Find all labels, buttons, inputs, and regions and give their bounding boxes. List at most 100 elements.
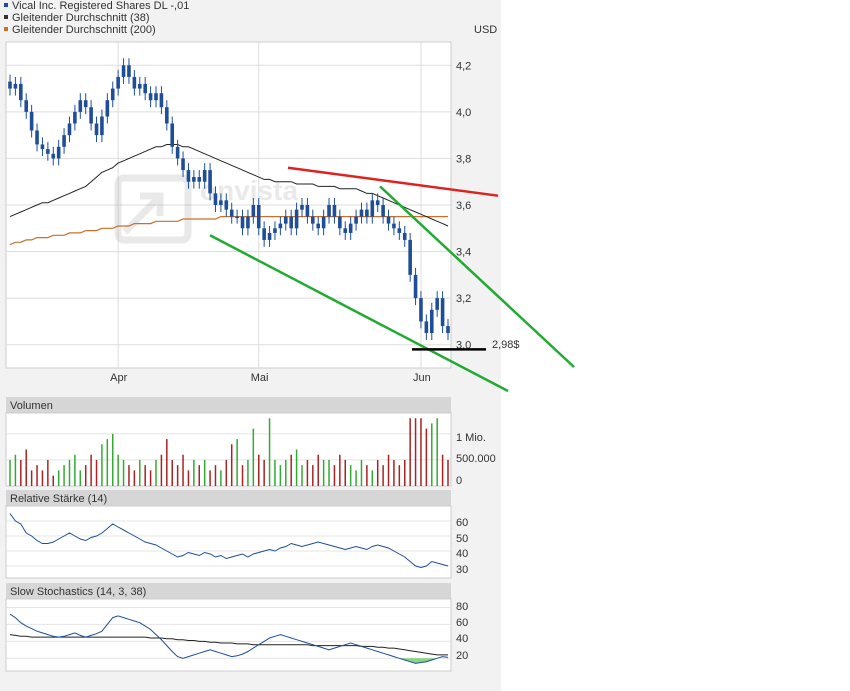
candle-body — [300, 205, 304, 210]
candle-body — [186, 170, 191, 182]
price-tick-label: 4,2 — [456, 60, 471, 72]
rsi-tick-30: 30 — [456, 564, 468, 576]
stoch-tick-20: 20 — [456, 650, 468, 662]
candle-body — [78, 100, 83, 112]
rsi-grid — [6, 520, 451, 567]
candle-body — [208, 170, 212, 194]
stoch-tick-80: 80 — [456, 601, 468, 613]
candle-body — [110, 88, 115, 101]
candle-body — [73, 111, 77, 124]
candle-body — [165, 107, 169, 124]
candle-body — [278, 223, 283, 229]
candle-body — [116, 76, 120, 89]
candle-body — [148, 93, 153, 101]
support-label: 2,98$ — [492, 339, 520, 351]
candle-body — [332, 205, 337, 217]
month-axis: Apr Mai Jun — [110, 372, 431, 384]
legend-label-ma38: Gleitender Durchschnitt (38) — [12, 12, 150, 24]
candle-body — [316, 223, 321, 229]
candle-body — [83, 100, 88, 108]
rsi-title: Relative Stärke (14) — [10, 493, 107, 505]
candle-body — [229, 209, 234, 217]
candle-body — [446, 326, 450, 334]
price-tick-label: 3,6 — [456, 200, 471, 212]
candle-body — [386, 216, 391, 224]
candle-body — [181, 158, 185, 171]
legend-swatch-ma200 — [4, 27, 8, 31]
candle-body — [429, 309, 434, 334]
candle-body — [354, 216, 358, 224]
legend-swatch-price — [4, 3, 8, 7]
price-tick-label: 3,4 — [456, 247, 471, 259]
price-tick-label: 3,8 — [456, 153, 471, 165]
stoch-series — [9, 607, 449, 664]
candle-body — [246, 216, 250, 229]
candle-body — [392, 223, 396, 229]
candle-body — [365, 209, 369, 217]
candle-body — [440, 298, 445, 327]
legend-label-price: Vical Inc. Registered Shares DL -,01 — [12, 0, 189, 12]
candle-body — [240, 216, 245, 229]
candle-body — [251, 205, 256, 217]
candle-body — [35, 130, 39, 145]
candle-body — [267, 232, 272, 240]
candle-body — [137, 83, 142, 89]
candle-body — [370, 200, 375, 217]
volume-tick-0: 0 — [456, 475, 462, 487]
legend-swatch-ma38 — [4, 15, 8, 19]
candle-body — [94, 123, 99, 136]
candle-body — [348, 223, 353, 233]
volume-title: Volumen — [10, 400, 53, 412]
candle-body — [402, 232, 407, 240]
candle-body — [424, 321, 429, 334]
candle-body — [192, 177, 196, 182]
candle-body — [294, 209, 299, 229]
candle-body — [338, 216, 342, 229]
candle-body — [375, 200, 380, 205]
ma38-line — [9, 144, 449, 227]
volume-tick-500000: 500.000 — [456, 453, 496, 465]
stoch-title: Slow Stochastics (14, 3, 38) — [10, 586, 146, 598]
stoch-tick-60: 60 — [456, 617, 468, 629]
upper-channel-line — [379, 185, 575, 368]
candle-body — [202, 170, 207, 182]
rsi-plot-area — [5, 505, 452, 579]
candle-body — [305, 205, 310, 217]
candle-body — [132, 76, 137, 89]
volume-grid — [6, 433, 451, 461]
candle-body — [67, 123, 72, 136]
month-label: Apr — [110, 372, 127, 384]
stoch-line — [9, 613, 449, 664]
candle-body — [8, 81, 12, 89]
candle-body — [19, 83, 23, 101]
candle-body — [408, 239, 412, 275]
rsi-header — [6, 490, 451, 506]
lower-channel-line — [209, 234, 509, 393]
price-tick-label: 4,0 — [456, 107, 471, 119]
candle-body — [105, 100, 110, 117]
candle-body — [51, 153, 56, 159]
candle-body — [100, 116, 104, 136]
rsi-series — [9, 513, 449, 569]
legend-label-ma200: Gleitender Durchschnitt (200) — [12, 24, 156, 36]
candle-body — [343, 228, 348, 233]
stoch-header — [6, 583, 451, 599]
candle-body — [359, 209, 364, 217]
candle-body — [56, 146, 61, 159]
candle-body — [419, 298, 423, 322]
candle-body — [224, 200, 229, 210]
trendlines — [209, 166, 575, 393]
candle-body — [62, 135, 66, 147]
candle-body — [159, 93, 164, 108]
volume-bars — [9, 418, 449, 486]
candle-body — [289, 216, 293, 229]
candle-body — [327, 205, 331, 217]
stoch-tick-40: 40 — [456, 633, 468, 645]
candle-body — [262, 228, 266, 240]
candle-body — [311, 216, 315, 224]
rsi-tick-50: 50 — [456, 533, 468, 545]
volume-plot-area — [5, 412, 452, 487]
candle-body — [154, 93, 158, 101]
rsi-line — [9, 513, 449, 569]
